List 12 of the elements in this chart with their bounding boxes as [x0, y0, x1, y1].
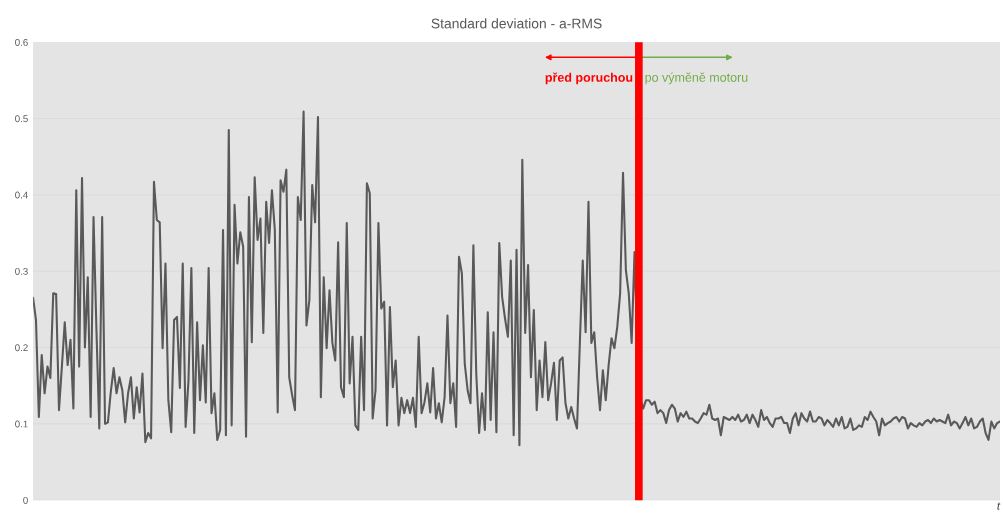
x-axis-title: t [997, 502, 1001, 510]
annotation: po výměně motoru [645, 72, 748, 85]
y-tick-label: 0.3 [15, 267, 28, 275]
y-tick-label: 0.1 [15, 420, 28, 428]
y-tick-label: 0.4 [15, 191, 28, 199]
y-tick-label: 0.5 [15, 115, 28, 123]
y-tick-label: 0 [23, 496, 28, 504]
chart-title: Standard deviation - a-RMS [431, 18, 602, 29]
y-tick-label: 0.2 [15, 344, 28, 352]
line-series [33, 110, 1000, 447]
annotation: před poruchou [545, 72, 633, 85]
y-tick-label: 0.6 [15, 38, 28, 46]
